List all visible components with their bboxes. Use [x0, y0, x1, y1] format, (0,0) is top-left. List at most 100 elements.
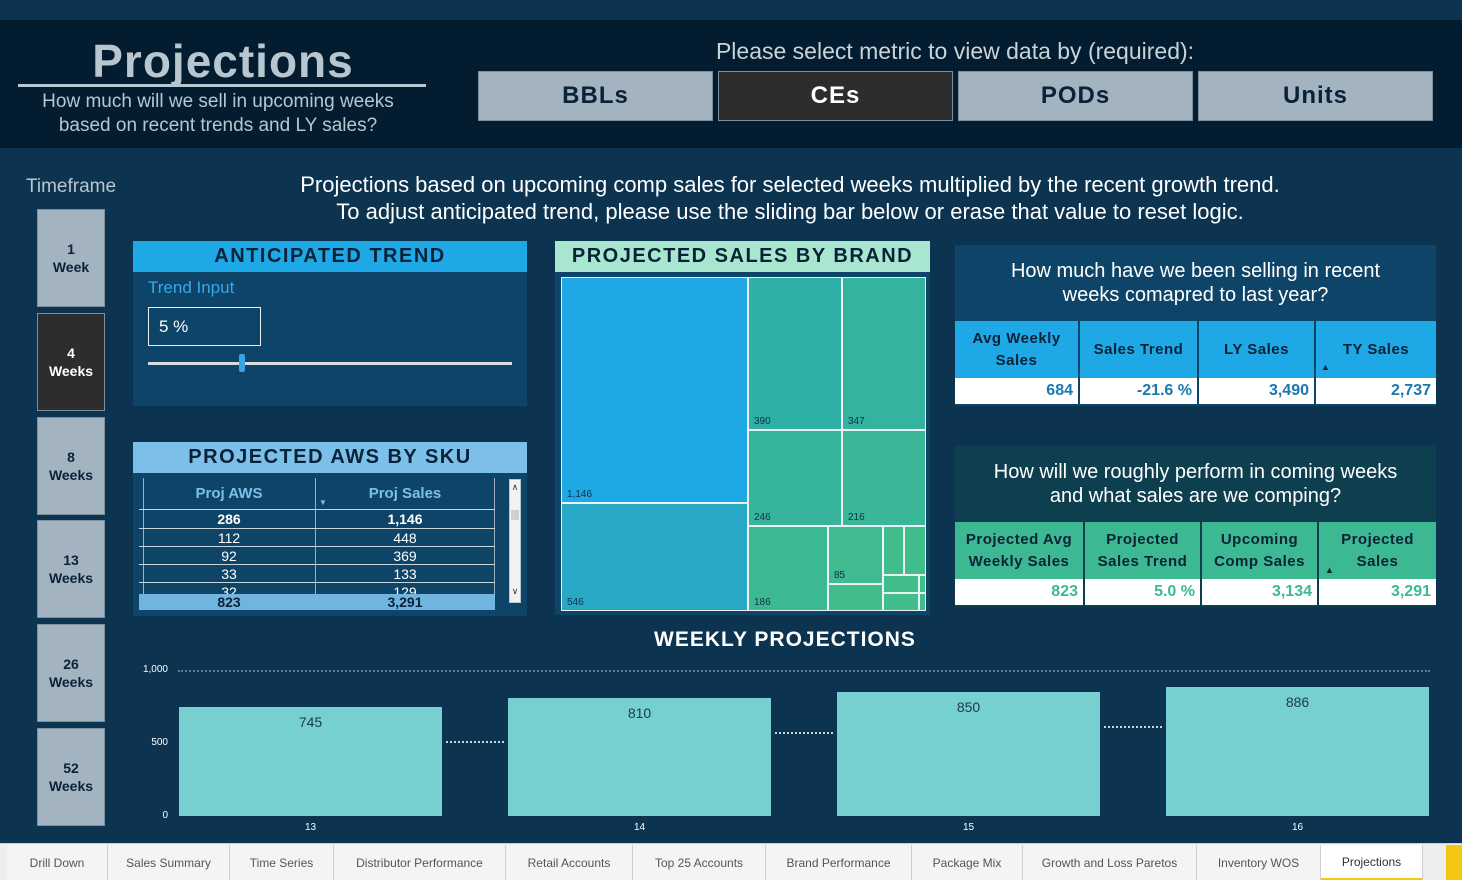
treemap-tile-small[interactable]	[883, 526, 904, 575]
treemap-tile-small[interactable]	[883, 593, 919, 611]
bar-data-label: 850	[956, 698, 981, 715]
trend-slider-handle[interactable]	[239, 354, 245, 372]
recent-selling-panel: How much have we been selling in recent w…	[955, 245, 1436, 406]
x-tick-label: 13	[304, 822, 317, 833]
bar[interactable]	[179, 707, 442, 816]
tile-label: 85	[834, 570, 846, 581]
metric-button-pods[interactable]: PODs	[958, 71, 1193, 121]
axis-max-line	[178, 670, 1430, 672]
column-header-proj-aws[interactable]: Proj AWS	[195, 484, 263, 502]
treemap-tile[interactable]: 347	[842, 277, 926, 430]
tab-distributor-performance[interactable]: Distributor Performance	[334, 845, 506, 880]
sort-asc-icon[interactable]: ▲	[1325, 565, 1334, 575]
subtitle-line-2: based on recent trends and LY sales?	[58, 115, 378, 136]
table-total-row	[139, 594, 495, 610]
treemap-tile[interactable]: 186	[748, 526, 828, 611]
y-tick-label: 0	[162, 810, 168, 821]
kpi-header-ty-sales[interactable]: TY Sales	[1316, 321, 1436, 378]
treemap-tile-small[interactable]	[904, 526, 926, 575]
treemap-tile[interactable]: 216	[842, 430, 926, 526]
tile-label: 246	[754, 512, 771, 523]
coming-weeks-panel: How will we roughly perform in coming we…	[955, 446, 1436, 607]
column-divider	[143, 478, 144, 610]
table-scrollbar[interactable]: ∧ ∨	[509, 479, 521, 603]
treemap-tile[interactable]: 1,146	[561, 277, 748, 503]
bar-data-label: 886	[1285, 693, 1310, 710]
sort-desc-icon[interactable]: ▼	[319, 498, 327, 507]
timeframe-label: Timeframe	[25, 176, 117, 197]
kpi-value-projected-avg-weekly-sales: 823	[955, 579, 1083, 605]
kpi-value-projected-sales: 3,291	[1319, 579, 1436, 605]
bar-data-label: 745	[298, 714, 323, 731]
trend-slider-track[interactable]	[148, 362, 512, 365]
metric-button-ces[interactable]: CEs	[718, 71, 953, 121]
tab-drill-down[interactable]: Drill Down	[7, 845, 108, 880]
kpi-value-ty-sales: 2,737	[1316, 378, 1436, 404]
timeframe-button-1-week[interactable]: 1 Week	[37, 209, 105, 307]
bar[interactable]	[1166, 686, 1429, 816]
tab-brand-performance[interactable]: Brand Performance	[766, 845, 912, 880]
sort-asc-icon[interactable]: ▲	[1321, 362, 1330, 372]
timeframe-button-13-weeks[interactable]: 13 Weeks	[37, 520, 105, 618]
question-line: How will we roughly perform in coming we…	[993, 461, 1398, 483]
trend-input-field[interactable]: 5 %	[148, 307, 261, 346]
table-cell: 286	[217, 511, 241, 527]
scroll-down-icon[interactable]: ∨	[511, 586, 519, 596]
kpi-header-sales-trend[interactable]: Sales Trend	[1080, 321, 1197, 378]
question-line: How much have we been selling in recent	[1010, 260, 1381, 282]
kpi-header-projected-sales[interactable]: Projected Sales	[1319, 522, 1436, 579]
tab-package-mix[interactable]: Package Mix	[912, 845, 1023, 880]
timeframe-button-52-weeks[interactable]: 52 Weeks	[37, 728, 105, 826]
kpi-header-upcoming-comp-sales[interactable]: Upcoming Comp Sales	[1202, 522, 1317, 579]
kpi-value-avg-weekly-sales: 684	[955, 378, 1078, 404]
treemap-tile[interactable]: 546	[561, 503, 748, 611]
sales-by-brand-treemap: 1,146 546 390 347 246 216 186 85	[561, 277, 926, 611]
tab-projections[interactable]: Projections	[1321, 845, 1423, 880]
header-rule	[139, 509, 495, 510]
tab-inventory-wos[interactable]: Inventory WOS	[1197, 845, 1321, 880]
treemap-tile[interactable]: 390	[748, 277, 842, 430]
treemap-tile-small[interactable]	[883, 575, 919, 593]
kpi-header-ly-sales[interactable]: LY Sales	[1199, 321, 1314, 378]
timeframe-button-26-weeks[interactable]: 26 Weeks	[37, 624, 105, 722]
tab-sales-summary[interactable]: Sales Summary	[108, 845, 230, 880]
metric-button-units[interactable]: Units	[1198, 71, 1433, 121]
sheet-tab-bar: Drill Down Sales Summary Time Series Dis…	[0, 843, 1462, 880]
treemap-tile-small[interactable]	[919, 593, 926, 611]
reference-line	[1104, 725, 1162, 728]
treemap-tile-small[interactable]	[919, 575, 926, 593]
header: Projections How much will we sell in upc…	[0, 20, 1462, 148]
treemap-tile[interactable]: 246	[748, 430, 842, 526]
aws-by-sku-title: PROJECTED AWS BY SKU	[133, 442, 527, 473]
anticipated-trend-title: ANTICIPATED TREND	[133, 241, 527, 272]
treemap-tile-small[interactable]	[828, 584, 883, 611]
intro-line-2: To adjust anticipated trend, please use …	[336, 199, 1244, 224]
tab-retail-accounts[interactable]: Retail Accounts	[506, 845, 633, 880]
recent-selling-question: How much have we been selling in recent w…	[955, 245, 1436, 321]
tab-time-series[interactable]: Time Series	[230, 845, 334, 880]
timeframe-button-4-weeks[interactable]: 4 Weeks	[37, 313, 105, 411]
aws-by-sku-panel: PROJECTED AWS BY SKU Proj AWS Proj Sales…	[133, 442, 527, 616]
column-header-proj-sales[interactable]: Proj Sales	[368, 484, 442, 502]
coming-weeks-question: How will we roughly perform in coming we…	[955, 446, 1436, 522]
scroll-up-icon[interactable]: ∧	[511, 482, 519, 492]
bar[interactable]	[508, 697, 771, 816]
treemap-tile[interactable]: 85	[828, 526, 883, 584]
metric-button-bbls[interactable]: BBLs	[478, 71, 713, 121]
tab-top-25-accounts[interactable]: Top 25 Accounts	[633, 845, 766, 880]
scroll-thumb[interactable]	[511, 510, 519, 520]
row-divider	[139, 546, 495, 547]
kpi-header-avg-weekly-sales[interactable]: Avg Weekly Sales	[955, 321, 1078, 378]
timeframe-button-8-weeks[interactable]: 8 Weeks	[37, 417, 105, 515]
bar[interactable]	[837, 691, 1100, 816]
metric-prompt: Please select metric to view data by (re…	[715, 38, 1195, 64]
kpi-value-ly-sales: 3,490	[1199, 378, 1314, 404]
table-cell: 92	[221, 548, 237, 564]
x-tick-label: 15	[962, 822, 975, 833]
kpi-header-projected-sales-trend[interactable]: Projected Sales Trend	[1085, 522, 1200, 579]
table-cell: 32	[221, 584, 237, 594]
kpi-header-projected-avg-weekly-sales[interactable]: Projected Avg Weekly Sales	[955, 522, 1083, 579]
tab-growth-and-loss-paretos[interactable]: Growth and Loss Paretos	[1023, 845, 1197, 880]
table-cell: 448	[393, 530, 417, 546]
page-title: Projections	[92, 35, 354, 87]
